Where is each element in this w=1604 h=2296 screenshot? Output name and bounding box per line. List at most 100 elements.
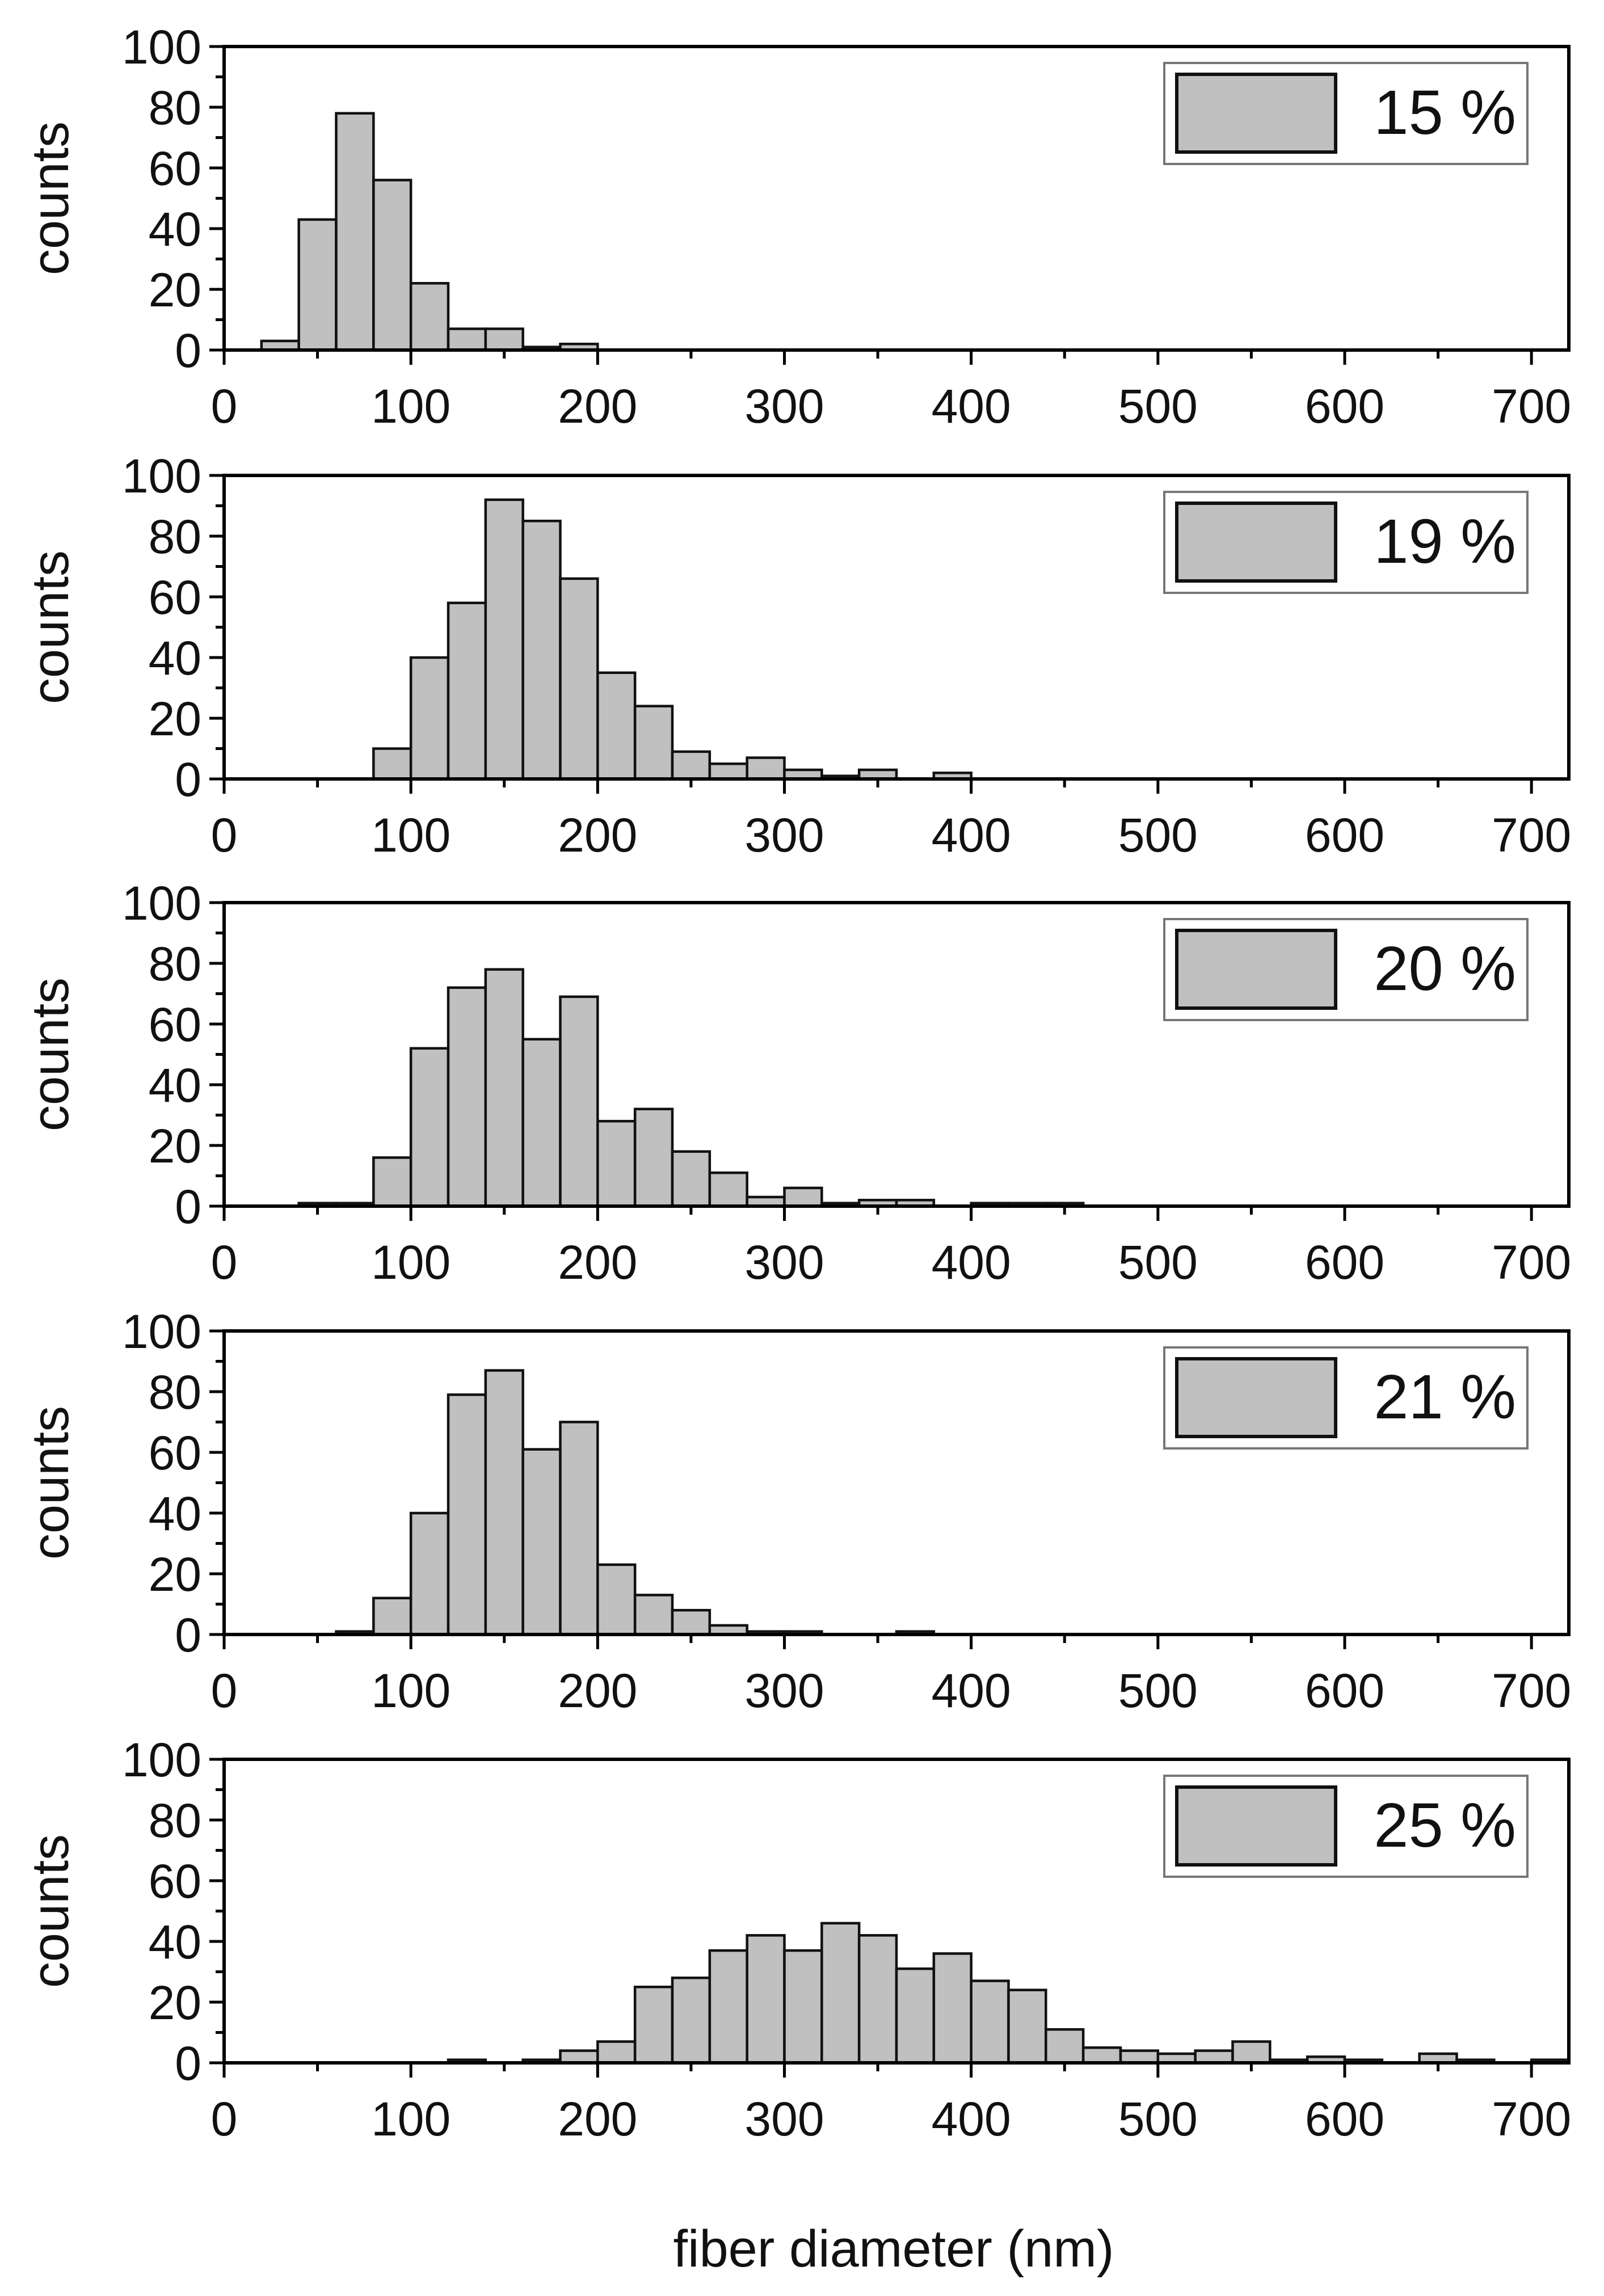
y-tick-label: 40 bbox=[149, 1059, 201, 1112]
histogram-bar bbox=[671, 1976, 712, 2065]
y-tick-label: 80 bbox=[149, 1794, 201, 1847]
x-tick-label: 600 bbox=[1305, 2092, 1384, 2146]
x-tick-label: 200 bbox=[558, 380, 637, 433]
histogram-bar bbox=[820, 1922, 861, 2065]
x-tick-label: 400 bbox=[932, 808, 1011, 862]
y-tick-label: 20 bbox=[149, 692, 201, 745]
histogram-bar bbox=[970, 1979, 1010, 2065]
x-tick-label: 100 bbox=[371, 380, 451, 433]
y-axis-title: counts bbox=[22, 978, 79, 1131]
x-tick-label: 700 bbox=[1492, 2092, 1571, 2146]
histogram-bar bbox=[1081, 2046, 1122, 2065]
histogram-bar bbox=[559, 995, 599, 1208]
histogram-bar bbox=[708, 1949, 748, 2065]
histogram-bar bbox=[1119, 2049, 1160, 2065]
y-tick-label: 40 bbox=[149, 1915, 201, 1969]
histogram-bar bbox=[559, 2049, 599, 2065]
x-tick-label: 0 bbox=[211, 808, 238, 862]
x-tick-label: 600 bbox=[1305, 380, 1384, 433]
y-tick-label: 0 bbox=[175, 1608, 201, 1662]
y-axis-title: counts bbox=[22, 121, 79, 275]
histogram-bar bbox=[447, 1393, 487, 1636]
y-tick-label: 60 bbox=[149, 998, 201, 1051]
histogram-bar bbox=[1194, 2049, 1234, 2065]
legend-label: 25 % bbox=[1374, 1791, 1516, 1860]
x-tick-label: 300 bbox=[744, 380, 824, 433]
legend-swatch bbox=[1175, 502, 1337, 583]
histogram-bar bbox=[671, 1608, 712, 1636]
y-tick-label: 100 bbox=[122, 20, 201, 74]
y-tick-label: 20 bbox=[149, 1548, 201, 1601]
histogram-panel: 0 100 200 300 400 500 600 700 0 20 40 60 80 100 counts… bbox=[22, 1305, 1571, 1717]
y-tick-label: 80 bbox=[149, 81, 201, 134]
y-tick-label: 40 bbox=[149, 1487, 201, 1540]
legend: 25 % bbox=[1163, 1775, 1529, 1878]
y-tick-label: 80 bbox=[149, 1366, 201, 1419]
x-tick-label: 700 bbox=[1492, 1664, 1571, 1717]
histogram-panels: 0 100 200 300 400 500 600 700020406080100counts… bbox=[22, 20, 1571, 2146]
histogram-bar bbox=[746, 756, 786, 781]
x-tick-label: 300 bbox=[744, 1664, 824, 1717]
x-tick-label: 400 bbox=[932, 380, 1011, 433]
y-tick-label: 40 bbox=[149, 203, 201, 256]
x-tick-label: 0 bbox=[211, 2092, 238, 2146]
histogram-bar bbox=[409, 1511, 450, 1636]
histogram-bar bbox=[559, 577, 599, 781]
histogram-bar bbox=[895, 1967, 936, 2065]
histogram-bar bbox=[708, 762, 748, 781]
x-axis-title: fiber diameter (nm) bbox=[673, 2220, 1114, 2278]
histogram-bar bbox=[521, 1038, 562, 1208]
x-tick-label: 700 bbox=[1492, 808, 1571, 862]
legend-swatch bbox=[1175, 1785, 1337, 1867]
x-tick-label: 100 bbox=[371, 808, 451, 862]
x-tick-label: 500 bbox=[1118, 808, 1198, 862]
legend-swatch bbox=[1175, 1357, 1337, 1438]
histogram-bar bbox=[372, 1596, 412, 1636]
histogram-bar bbox=[746, 1934, 786, 2065]
histogram-bar bbox=[484, 1369, 524, 1636]
x-tick-label: 100 bbox=[371, 2092, 451, 2146]
histogram-bar bbox=[1045, 2028, 1085, 2065]
histogram-bar bbox=[409, 1047, 450, 1208]
y-tick-label: 60 bbox=[149, 571, 201, 624]
histogram-bar bbox=[596, 671, 637, 781]
x-tick-label: 200 bbox=[558, 2092, 637, 2146]
x-tick-label: 700 bbox=[1492, 380, 1571, 433]
x-tick-label: 500 bbox=[1118, 1664, 1198, 1717]
histogram-bar bbox=[633, 1594, 674, 1636]
x-tick-label: 100 bbox=[371, 1664, 451, 1717]
histogram-bar bbox=[521, 520, 562, 781]
x-tick-label: 200 bbox=[558, 1664, 637, 1717]
histogram-bar bbox=[521, 1448, 562, 1636]
x-tick-label: 400 bbox=[932, 1236, 1011, 1289]
x-tick-label: 400 bbox=[932, 2092, 1011, 2146]
histogram-bar bbox=[1231, 2040, 1272, 2065]
histogram-bar bbox=[633, 1986, 674, 2065]
x-tick-label: 600 bbox=[1305, 808, 1384, 862]
histogram-bar bbox=[447, 327, 487, 352]
legend-label: 15 % bbox=[1374, 78, 1516, 148]
legend-label: 21 % bbox=[1374, 1362, 1516, 1432]
histogram-bar bbox=[335, 112, 375, 352]
histogram-bar bbox=[857, 1934, 898, 2065]
y-tick-label: 0 bbox=[175, 324, 201, 377]
x-tick-label: 200 bbox=[558, 1236, 637, 1289]
y-tick-label: 100 bbox=[122, 1733, 201, 1787]
x-tick-label: 700 bbox=[1492, 1236, 1571, 1289]
y-axis-title: counts bbox=[22, 550, 79, 704]
histogram-bar bbox=[372, 1156, 412, 1208]
y-axis-title: counts bbox=[22, 1406, 79, 1560]
x-tick-label: 0 bbox=[211, 1236, 238, 1289]
y-tick-label: 0 bbox=[175, 2037, 201, 2090]
x-tick-label: 100 bbox=[371, 1236, 451, 1289]
histogram-bar bbox=[559, 1421, 599, 1636]
histogram-bar bbox=[372, 179, 412, 352]
y-tick-label: 0 bbox=[175, 753, 201, 806]
y-tick-label: 20 bbox=[149, 1976, 201, 2029]
legend: 19 % bbox=[1163, 491, 1529, 594]
histogram-bar bbox=[596, 2040, 637, 2065]
histogram-bar bbox=[932, 1952, 972, 2065]
histogram-bar bbox=[596, 1119, 637, 1208]
y-axis-title: counts bbox=[22, 1834, 79, 1988]
